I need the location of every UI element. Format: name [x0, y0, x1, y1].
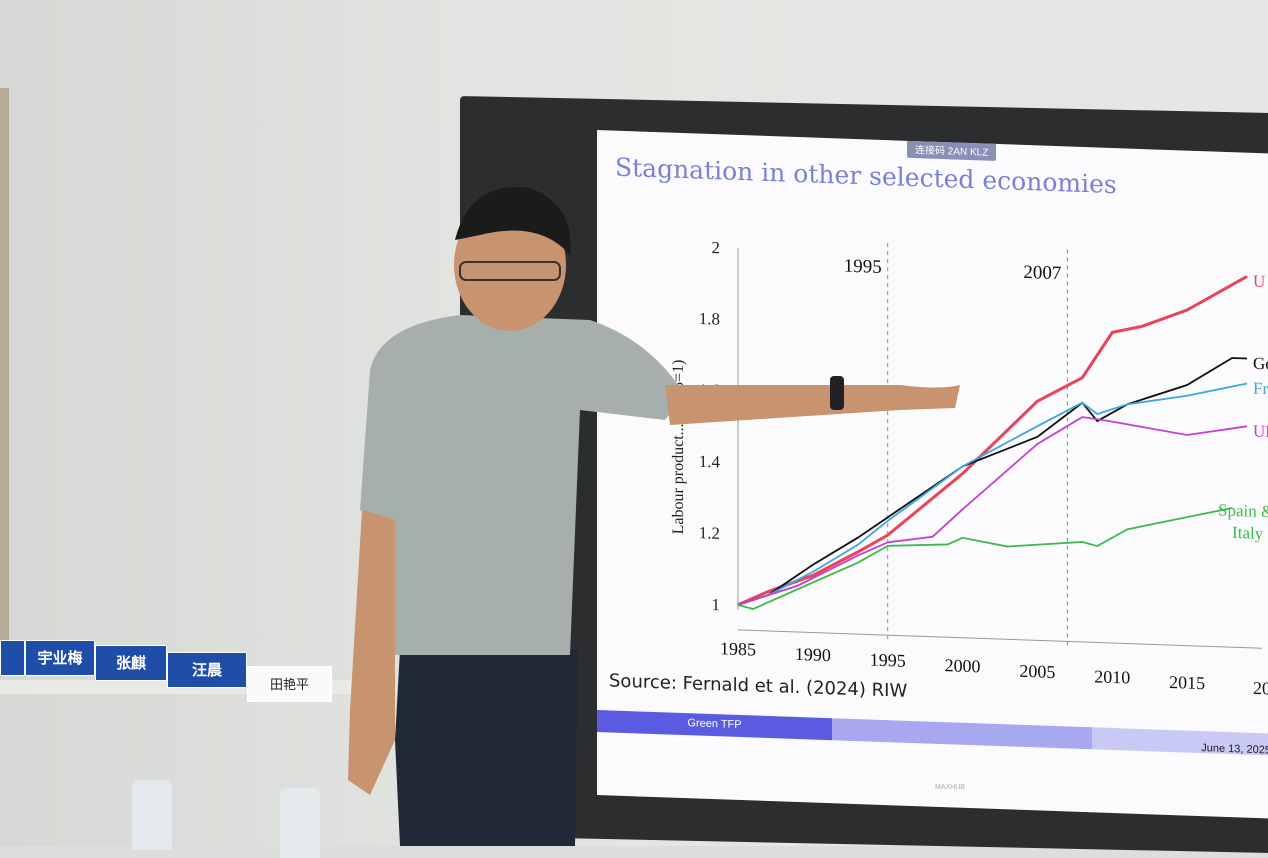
- watch: [830, 376, 844, 410]
- series-line: [737, 275, 1248, 607]
- x-tick-label: 2015: [1169, 672, 1205, 693]
- y-tick-label: 1.2: [699, 523, 720, 543]
- name-card: 汪晨: [167, 652, 247, 688]
- reference-line-label: 1995: [844, 256, 882, 278]
- x-tick-label: 2000: [945, 655, 981, 676]
- water-bottle: [280, 788, 320, 858]
- series-label: Franc: [1253, 379, 1268, 399]
- series-line: [737, 416, 1248, 606]
- name-card: [0, 640, 25, 676]
- water-bottle: [132, 780, 172, 850]
- series-label: UK: [1253, 422, 1268, 442]
- y-tick-label: 2: [712, 238, 720, 257]
- presenter-hair: [455, 187, 571, 255]
- name-card: 宇业梅: [25, 640, 95, 676]
- x-tick-label: 20: [1253, 678, 1268, 699]
- series-label: U: [1253, 272, 1265, 291]
- name-card: 张麒: [95, 645, 167, 681]
- series-label: Italy: [1232, 523, 1264, 543]
- series-label: Spain &: [1218, 500, 1268, 521]
- door-frame: [0, 88, 9, 648]
- presenter-trousers: [395, 650, 578, 846]
- y-tick-label: 1.4: [699, 452, 721, 472]
- footer-date: June 13, 2025: [1092, 727, 1268, 757]
- x-tick-label: 1990: [795, 644, 831, 665]
- reference-line-label: 2007: [1023, 262, 1061, 284]
- presenter-left-arm: [348, 510, 395, 795]
- name-card: 田艳平: [247, 666, 332, 702]
- x-tick-label: 1985: [720, 638, 756, 659]
- presenter: [348, 187, 960, 846]
- presenter-shirt: [360, 315, 685, 655]
- y-tick-label: 1.8: [699, 309, 720, 329]
- x-tick-label: 1995: [870, 650, 906, 671]
- x-tick-label: 2010: [1094, 666, 1130, 687]
- x-axis: [738, 629, 1262, 649]
- x-tick-label: 2005: [1019, 661, 1055, 682]
- presenter-arm: [665, 385, 960, 425]
- series-line: [737, 382, 1248, 606]
- glasses: [459, 261, 561, 281]
- series-line: [737, 357, 1247, 606]
- y-tick-label: 1: [712, 595, 720, 614]
- monitor-brand: MAXHUB: [935, 784, 965, 791]
- series-line: [737, 507, 1233, 611]
- series-label: Germ: [1253, 354, 1268, 374]
